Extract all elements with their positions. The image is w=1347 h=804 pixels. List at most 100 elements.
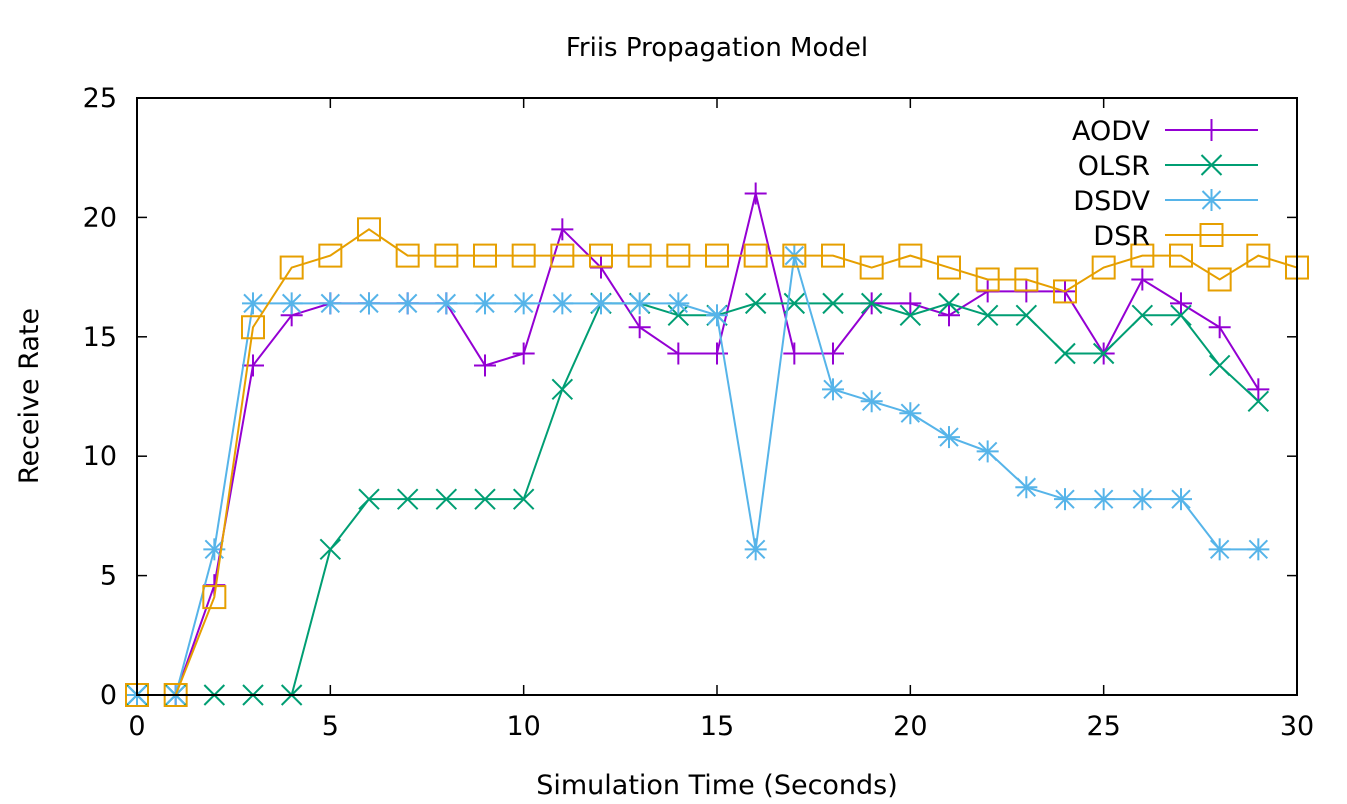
data-point bbox=[512, 488, 535, 510]
data-point bbox=[474, 292, 496, 315]
data-point bbox=[358, 292, 380, 315]
data-point bbox=[1131, 488, 1154, 511]
data-point bbox=[899, 292, 922, 315]
data-point bbox=[860, 390, 883, 413]
y-tick-label: 5 bbox=[100, 561, 117, 592]
data-point bbox=[1246, 243, 1271, 268]
data-point bbox=[1247, 538, 1270, 561]
data-point bbox=[512, 292, 535, 315]
data-point bbox=[1053, 279, 1077, 304]
data-point bbox=[899, 402, 922, 425]
legend-label: AODV bbox=[1072, 116, 1151, 147]
data-point bbox=[280, 292, 303, 315]
series-line bbox=[137, 255, 1259, 696]
legend-label: DSR bbox=[1093, 221, 1150, 252]
data-point bbox=[898, 243, 923, 268]
series-line bbox=[137, 193, 1260, 696]
data-point bbox=[976, 440, 999, 463]
data-point bbox=[1170, 304, 1192, 327]
data-point bbox=[1131, 304, 1154, 327]
data-point bbox=[242, 354, 264, 377]
data-point bbox=[474, 354, 496, 377]
data-point bbox=[821, 243, 845, 268]
data-point bbox=[1092, 488, 1115, 511]
data-point bbox=[474, 488, 496, 510]
legend-marker bbox=[1200, 189, 1223, 211]
series-dsr bbox=[125, 217, 1309, 707]
data-point bbox=[319, 538, 342, 561]
data-point bbox=[744, 182, 767, 205]
data-point bbox=[590, 292, 612, 315]
data-point bbox=[202, 585, 227, 610]
y-tick-label: 15 bbox=[83, 322, 117, 353]
data-point bbox=[975, 267, 1000, 292]
data-point bbox=[318, 243, 343, 268]
data-point bbox=[628, 316, 651, 339]
data-point bbox=[358, 488, 380, 510]
x-axis-label: Simulation Time (Seconds) bbox=[536, 770, 898, 801]
data-point bbox=[938, 292, 960, 315]
axis-ticks: 0 5 10 15 20 25 30 0 5 10 15 20 25 bbox=[83, 83, 1315, 742]
data-point bbox=[1247, 378, 1270, 401]
data-point bbox=[1170, 292, 1192, 315]
data-point bbox=[1054, 342, 1076, 365]
data-point bbox=[1208, 538, 1231, 561]
data-point bbox=[627, 243, 652, 268]
data-point bbox=[938, 304, 960, 327]
x-tick-label: 30 bbox=[1280, 711, 1314, 742]
data-point bbox=[1207, 267, 1232, 292]
data-point bbox=[279, 255, 304, 280]
plot-frame bbox=[136, 97, 1298, 696]
legend-marker bbox=[1200, 119, 1223, 141]
y-tick-label: 25 bbox=[83, 83, 117, 114]
data-point bbox=[744, 538, 767, 561]
data-point bbox=[667, 342, 690, 365]
data-point bbox=[434, 243, 459, 268]
data-point bbox=[1054, 488, 1076, 511]
legend-label: DSDV bbox=[1073, 186, 1150, 217]
data-point bbox=[511, 243, 536, 268]
data-point bbox=[357, 217, 381, 242]
data-point bbox=[666, 243, 691, 268]
data-point bbox=[396, 292, 419, 315]
y-tick-label: 10 bbox=[83, 441, 117, 472]
data-point bbox=[395, 243, 420, 268]
data-point bbox=[743, 243, 768, 268]
data-point bbox=[242, 292, 264, 315]
data-point bbox=[1130, 243, 1155, 268]
data-point bbox=[473, 243, 497, 268]
series-aodv bbox=[126, 182, 1270, 706]
data-point bbox=[435, 292, 458, 315]
data-point bbox=[937, 255, 961, 280]
x-tick-label: 20 bbox=[893, 711, 927, 742]
series-line bbox=[137, 302, 1260, 696]
data-point bbox=[1091, 255, 1116, 280]
legend: AODV OLSR DSDV DSR bbox=[1072, 116, 1258, 252]
data-point bbox=[550, 243, 575, 268]
data-point bbox=[512, 342, 535, 365]
data-point bbox=[551, 378, 574, 401]
data-point bbox=[822, 342, 844, 365]
x-tick-label: 25 bbox=[1086, 711, 1120, 742]
data-point bbox=[783, 342, 806, 365]
data-point bbox=[744, 292, 767, 315]
legend-marker bbox=[1199, 223, 1224, 247]
data-point bbox=[551, 292, 574, 315]
y-tick-label: 20 bbox=[83, 202, 117, 233]
data-point bbox=[976, 304, 999, 327]
data-point bbox=[860, 292, 883, 315]
data-point bbox=[435, 488, 458, 510]
series-line bbox=[137, 228, 1298, 696]
data-point bbox=[589, 243, 613, 268]
data-point bbox=[551, 218, 574, 241]
data-point bbox=[822, 292, 844, 315]
data-point bbox=[667, 292, 690, 315]
data-point bbox=[706, 304, 728, 327]
data-point bbox=[241, 315, 265, 340]
data-point bbox=[899, 304, 922, 327]
data-point bbox=[1014, 267, 1039, 292]
data-point bbox=[938, 426, 960, 449]
x-tick-label: 0 bbox=[128, 711, 145, 742]
data-point bbox=[1208, 316, 1231, 339]
